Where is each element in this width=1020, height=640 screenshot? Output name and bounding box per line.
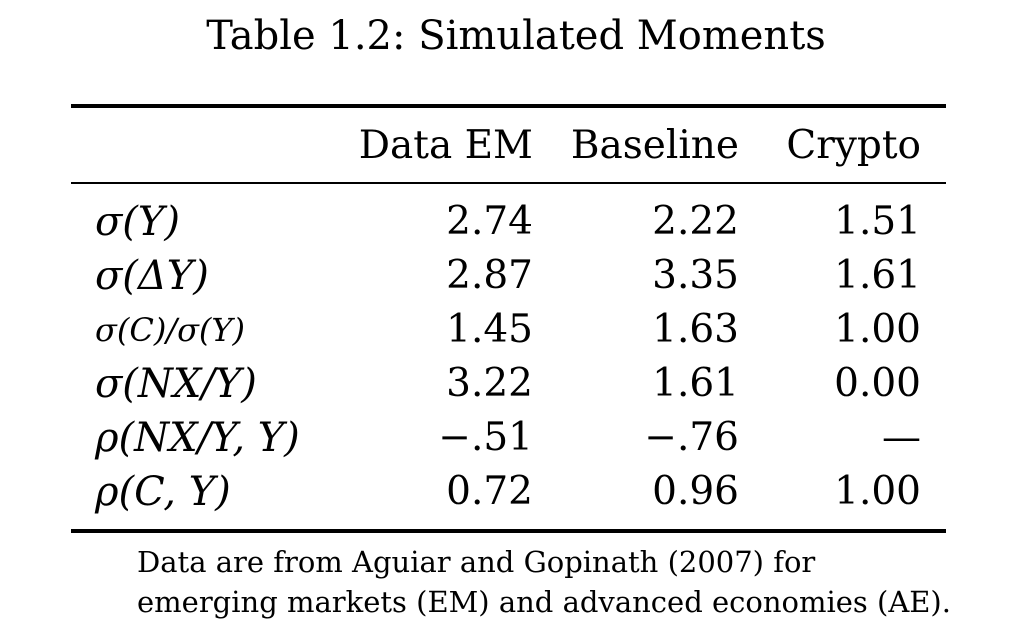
cell-crypto: 1.00	[834, 307, 921, 352]
column-header-baseline: Baseline	[570, 123, 739, 168]
row-label: σ(Y)	[95, 199, 180, 245]
row-label: ρ(C, Y)	[95, 469, 231, 515]
cell-data-em: 2.74	[446, 199, 533, 244]
cell-baseline: 2.22	[652, 199, 739, 244]
table-caption: Table 1.2: Simulated Moments	[206, 13, 826, 59]
table-row: σ(C)/σ(Y) 1.45 1.63 1.00	[0, 303, 1020, 357]
row-label: σ(NX/Y)	[95, 361, 257, 407]
table-row: σ(ΔY) 2.87 3.35 1.61	[0, 249, 1020, 303]
top-rule	[71, 104, 946, 108]
column-header-data-em: Data EM	[358, 123, 533, 168]
table-footnote: Data are from Aguiar and Gopinath (2007)…	[137, 545, 951, 619]
column-header-crypto: Crypto	[786, 123, 921, 168]
row-label: ρ(NX/Y, Y)	[95, 415, 300, 461]
cell-baseline: 0.96	[652, 469, 739, 514]
row-label: σ(ΔY)	[95, 253, 209, 299]
table-row: ρ(C, Y) 0.72 0.96 1.00	[0, 465, 1020, 519]
cell-data-em: 0.72	[446, 469, 533, 514]
row-label: σ(C)/σ(Y)	[95, 311, 246, 349]
table-row: σ(NX/Y) 3.22 1.61 0.00	[0, 357, 1020, 411]
cell-crypto: 1.00	[834, 469, 921, 514]
header-rule	[71, 182, 946, 184]
cell-baseline: 1.61	[652, 361, 739, 406]
cell-crypto: 0.00	[834, 361, 921, 406]
table-row: ρ(NX/Y, Y) −.51 −.76 —	[0, 411, 1020, 465]
cell-crypto: 1.51	[834, 199, 921, 244]
cell-crypto: —	[882, 415, 921, 460]
cell-data-em: −.51	[438, 415, 533, 460]
cell-data-em: 3.22	[446, 361, 533, 406]
cell-baseline: 3.35	[652, 253, 739, 298]
cell-baseline: −.76	[644, 415, 739, 460]
bottom-rule	[71, 529, 946, 533]
cell-crypto: 1.61	[834, 253, 921, 298]
cell-data-em: 2.87	[446, 253, 533, 298]
cell-data-em: 1.45	[446, 307, 533, 352]
table-row: σ(Y) 2.74 2.22 1.51	[0, 195, 1020, 249]
cell-baseline: 1.63	[652, 307, 739, 352]
